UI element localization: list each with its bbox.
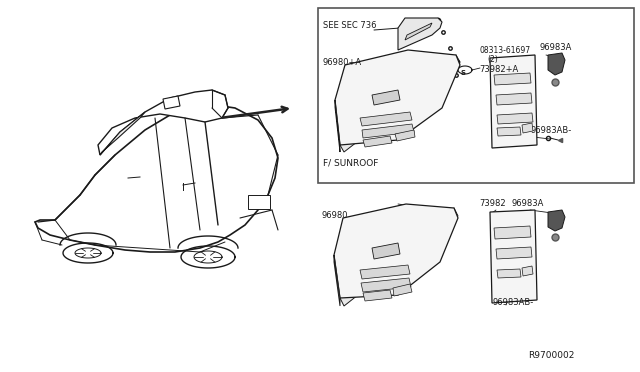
Text: (2): (2): [487, 55, 498, 64]
Polygon shape: [398, 18, 442, 50]
Bar: [318, 8, 634, 183]
Polygon shape: [98, 90, 228, 155]
Polygon shape: [360, 112, 412, 126]
Polygon shape: [360, 265, 410, 279]
Polygon shape: [334, 204, 458, 298]
Text: 96980: 96980: [322, 211, 349, 220]
Polygon shape: [395, 130, 415, 141]
Polygon shape: [548, 210, 565, 231]
Text: 96983A: 96983A: [512, 199, 545, 208]
Text: R9700002: R9700002: [529, 351, 575, 360]
Text: 08313-61697: 08313-61697: [480, 46, 531, 55]
Polygon shape: [35, 105, 278, 252]
Polygon shape: [494, 226, 531, 239]
Polygon shape: [340, 55, 460, 152]
Text: 73982+A: 73982+A: [479, 65, 518, 74]
Polygon shape: [494, 73, 531, 85]
Polygon shape: [361, 278, 411, 292]
Text: 96983AB-: 96983AB-: [493, 298, 534, 307]
Bar: [248, 195, 270, 209]
Text: SEE SEC 736: SEE SEC 736: [323, 21, 376, 30]
Polygon shape: [522, 123, 533, 133]
Polygon shape: [335, 100, 340, 152]
Polygon shape: [363, 290, 392, 301]
Polygon shape: [393, 284, 412, 296]
Polygon shape: [100, 112, 145, 155]
Polygon shape: [496, 93, 532, 105]
Polygon shape: [490, 210, 537, 303]
Polygon shape: [405, 23, 432, 40]
Text: 73982: 73982: [479, 199, 506, 208]
Polygon shape: [372, 243, 400, 259]
Polygon shape: [496, 247, 532, 259]
Polygon shape: [335, 50, 460, 145]
Polygon shape: [340, 208, 458, 306]
Polygon shape: [363, 136, 392, 147]
Text: 96983A: 96983A: [540, 43, 572, 52]
Polygon shape: [490, 55, 537, 148]
Polygon shape: [334, 255, 340, 306]
Polygon shape: [163, 96, 180, 109]
Text: 96980+A: 96980+A: [323, 58, 362, 67]
Text: F/ SUNROOF: F/ SUNROOF: [323, 158, 378, 167]
Polygon shape: [372, 90, 400, 105]
Polygon shape: [497, 269, 521, 278]
Polygon shape: [522, 266, 533, 276]
Polygon shape: [548, 53, 565, 75]
Polygon shape: [362, 124, 414, 138]
Polygon shape: [497, 127, 521, 136]
Text: S: S: [461, 70, 465, 76]
Text: 96983AB-: 96983AB-: [531, 126, 572, 135]
Polygon shape: [497, 113, 533, 124]
